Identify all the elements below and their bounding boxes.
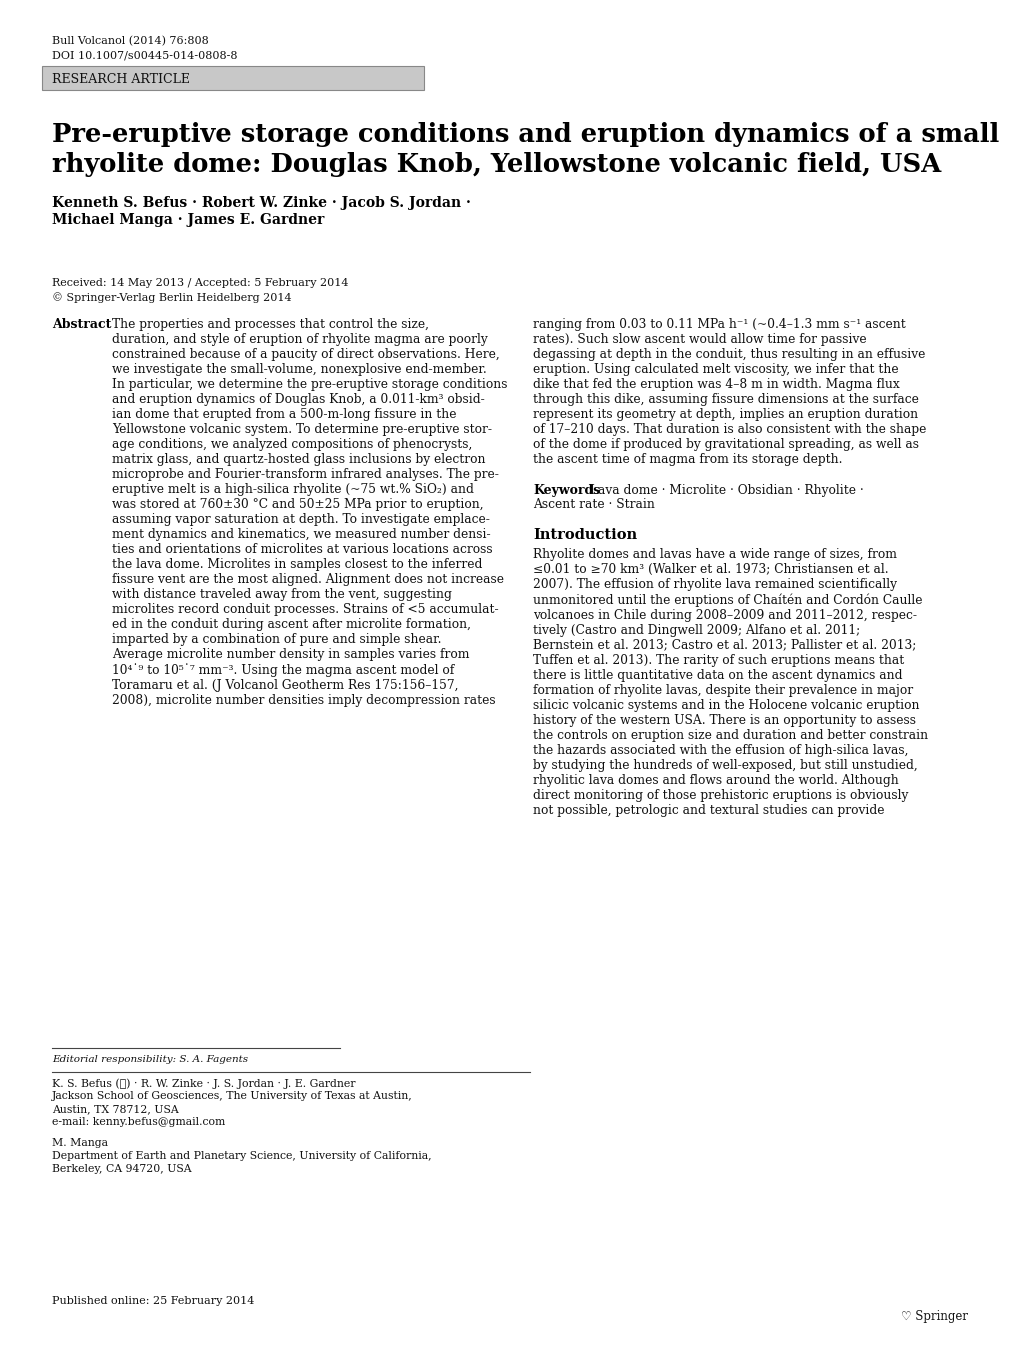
Text: Rhyolite domes and lavas have a wide range of sizes, from
≤0.01 to ≥70 km³ (Walk: Rhyolite domes and lavas have a wide ran…: [533, 547, 927, 817]
Text: RESEARCH ARTICLE: RESEARCH ARTICLE: [52, 73, 190, 85]
Text: M. Manga: M. Manga: [52, 1138, 108, 1148]
Text: Kenneth S. Befus · Robert W. Zinke · Jacob S. Jordan ·: Kenneth S. Befus · Robert W. Zinke · Jac…: [52, 196, 471, 210]
Text: Published online: 25 February 2014: Published online: 25 February 2014: [52, 1295, 254, 1306]
Text: ranging from 0.03 to 0.11 MPa h⁻¹ (~0.4–1.3 mm s⁻¹ ascent
rates). Such slow asce: ranging from 0.03 to 0.11 MPa h⁻¹ (~0.4–…: [533, 318, 925, 466]
Text: Jackson School of Geosciences, The University of Texas at Austin,: Jackson School of Geosciences, The Unive…: [52, 1091, 413, 1102]
Text: Lava dome · Microlite · Obsidian · Rhyolite ·: Lava dome · Microlite · Obsidian · Rhyol…: [589, 484, 863, 497]
Text: Editorial responsibility: S. A. Fagents: Editorial responsibility: S. A. Fagents: [52, 1056, 248, 1064]
Text: Department of Earth and Planetary Science, University of California,: Department of Earth and Planetary Scienc…: [52, 1150, 431, 1161]
Text: K. S. Befus (✉) · R. W. Zinke · J. S. Jordan · J. E. Gardner: K. S. Befus (✉) · R. W. Zinke · J. S. Jo…: [52, 1079, 356, 1088]
Text: e-mail: kenny.befus@gmail.com: e-mail: kenny.befus@gmail.com: [52, 1117, 225, 1127]
Text: Abstract: Abstract: [52, 318, 111, 331]
Text: The properties and processes that control the size,
duration, and style of erupt: The properties and processes that contro…: [112, 318, 507, 707]
Text: Ascent rate · Strain: Ascent rate · Strain: [533, 499, 654, 511]
Text: © Springer-Verlag Berlin Heidelberg 2014: © Springer-Verlag Berlin Heidelberg 2014: [52, 291, 291, 302]
Text: rhyolite dome: Douglas Knob, Yellowstone volcanic field, USA: rhyolite dome: Douglas Knob, Yellowstone…: [52, 152, 941, 178]
Text: DOI 10.1007/s00445-014-0808-8: DOI 10.1007/s00445-014-0808-8: [52, 50, 237, 60]
Bar: [42, 66, 424, 89]
Text: Bull Volcanol (2014) 76:808: Bull Volcanol (2014) 76:808: [52, 37, 209, 46]
Text: Michael Manga · James E. Gardner: Michael Manga · James E. Gardner: [52, 213, 324, 228]
Text: Pre-eruptive storage conditions and eruption dynamics of a small: Pre-eruptive storage conditions and erup…: [52, 122, 999, 146]
Text: Austin, TX 78712, USA: Austin, TX 78712, USA: [52, 1104, 178, 1114]
Text: ♡ Springer: ♡ Springer: [900, 1310, 967, 1322]
Text: Berkeley, CA 94720, USA: Berkeley, CA 94720, USA: [52, 1164, 192, 1173]
Text: Introduction: Introduction: [533, 528, 637, 542]
Text: Received: 14 May 2013 / Accepted: 5 February 2014: Received: 14 May 2013 / Accepted: 5 Febr…: [52, 278, 348, 289]
Text: Keywords: Keywords: [533, 484, 599, 497]
